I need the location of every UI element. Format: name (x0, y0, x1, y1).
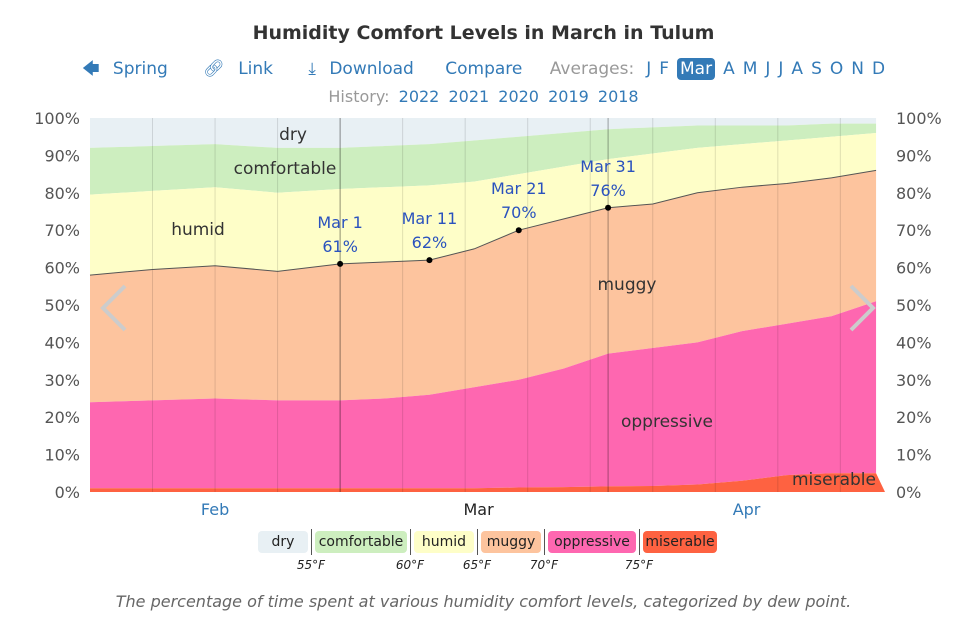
history-label: History: (328, 87, 390, 106)
series-label-oppressive: oppressive (621, 412, 713, 432)
y-tick-right: 10% (896, 446, 932, 465)
y-tick-left: 40% (44, 333, 80, 352)
threshold-label: 60°F (395, 558, 425, 572)
x-tick-Mar: Mar (463, 500, 494, 519)
legend-separator (311, 529, 312, 555)
page-title: Humidity Comfort Levels in March in Tulu… (252, 22, 715, 44)
y-tick-right: 50% (896, 296, 932, 315)
y-tick-right: 40% (896, 333, 932, 352)
y-tick-left: 20% (44, 408, 80, 427)
legend-separator (544, 529, 545, 555)
y-tick-left: 60% (44, 259, 80, 278)
y-tick-left: 90% (44, 146, 80, 165)
month-10[interactable]: N (851, 59, 864, 79)
threshold-label: 55°F (296, 558, 326, 572)
y-tick-right: 30% (896, 371, 932, 390)
month-9[interactable]: O (829, 59, 844, 79)
y-tick-right: 0% (896, 483, 921, 502)
y-tick-left: 0% (55, 483, 80, 502)
chevron-left-icon[interactable] (100, 284, 127, 332)
y-tick-right: 60% (896, 259, 932, 278)
y-tick-left: 10% (44, 446, 80, 465)
month-2[interactable]: Mar (677, 58, 716, 80)
history-2019[interactable]: 2019 (548, 87, 589, 106)
month-selector: J F Mar A M J J A S O N D (642, 58, 889, 80)
compare-button[interactable]: Compare (445, 59, 523, 79)
month-8[interactable]: S (811, 59, 822, 79)
annotation-value: 76% (590, 181, 626, 200)
download-icon: ⤓ (308, 59, 316, 79)
month-5[interactable]: J (765, 59, 771, 79)
month-3[interactable]: A (723, 59, 735, 79)
legend-miserable: miserable (643, 531, 717, 553)
history-2020[interactable]: 2020 (498, 87, 539, 106)
history-2022[interactable]: 2022 (398, 87, 440, 106)
humidity-chart: 0% 0% 10% 10% 20% 20% 30% 30% 40% 40% 50% 50% 60% 60%… (34, 109, 942, 519)
averages-label: Averages: (549, 59, 635, 79)
link-icon: 🔗︎ (203, 59, 225, 79)
history-2021[interactable]: 2021 (448, 87, 490, 106)
toolbar: 🡄 Spring 🔗︎ Link ⤓ Download Compare Aver… (0, 56, 967, 85)
y-tick-left: 80% (44, 184, 80, 203)
area-miserable (90, 473, 885, 492)
y-tick-right: 70% (896, 221, 932, 240)
spring-button[interactable]: 🡄 Spring (78, 56, 172, 85)
annotation-date: Mar 11 (402, 209, 458, 228)
month-0[interactable]: J (646, 59, 652, 79)
y-tick-left: 100% (34, 109, 80, 128)
threshold-label: 75°F (624, 558, 654, 572)
caption: The percentage of time spent at various … (115, 592, 852, 611)
arrow-left-icon: 🡄 (81, 59, 100, 79)
annotation-date: Mar 21 (491, 179, 547, 198)
annotation-point (515, 227, 522, 234)
annotation-value: 61% (322, 237, 358, 256)
x-tick-Feb: Feb (201, 500, 229, 519)
legend-dry: dry (258, 531, 308, 553)
legend-separator (477, 529, 478, 555)
legend-humid: humid (414, 531, 474, 553)
y-tick-right: 20% (896, 408, 932, 427)
month-1[interactable]: F (659, 59, 669, 79)
y-tick-left: 30% (44, 371, 80, 390)
legend-separator (639, 529, 640, 555)
series-label-dry: dry (279, 125, 307, 145)
threshold-label: 65°F (462, 558, 492, 572)
series-label-humid: humid (171, 220, 225, 240)
y-tick-left: 70% (44, 221, 80, 240)
annotation-point (337, 260, 344, 267)
x-tick-Apr: Apr (733, 500, 761, 519)
threshold-label: 70°F (529, 558, 559, 572)
download-button[interactable]: ⤓ Download (308, 59, 414, 79)
area-humid (90, 132, 877, 276)
y-tick-right: 90% (896, 146, 932, 165)
legend-oppressive: oppressive (548, 531, 636, 553)
history-bar: History: 2022 2021 2020 2019 2018 (0, 87, 967, 106)
month-6[interactable]: J (778, 59, 784, 79)
history-2018[interactable]: 2018 (597, 87, 639, 106)
series-label-muggy: muggy (598, 275, 657, 295)
month-4[interactable]: M (742, 59, 758, 79)
y-tick-right: 100% (896, 109, 942, 128)
y-tick-right: 80% (896, 184, 932, 203)
legend-comfortable: comfortable (315, 531, 407, 553)
area-muggy (90, 170, 877, 403)
link-button[interactable]: 🔗︎ Link (203, 59, 274, 79)
area-comfortable (90, 123, 877, 195)
annotation-date: Mar 31 (580, 157, 636, 176)
y-tick-left: 50% (44, 296, 80, 315)
chevron-right-icon[interactable] (849, 284, 876, 332)
annotation-date: Mar 1 (317, 213, 362, 232)
annotation-point (426, 257, 433, 264)
annotation-point (605, 204, 612, 211)
area-dry (90, 118, 877, 148)
legend-separator (410, 529, 411, 555)
annotation-value: 62% (412, 233, 448, 252)
legend-muggy: muggy (481, 531, 541, 553)
month-11[interactable]: D (871, 59, 886, 79)
series-label-comfortable: comfortable (234, 159, 337, 179)
month-7[interactable]: A (791, 59, 804, 79)
annotation-value: 70% (501, 203, 537, 222)
area-oppressive (90, 301, 877, 489)
series-label-miserable: miserable (792, 470, 876, 490)
